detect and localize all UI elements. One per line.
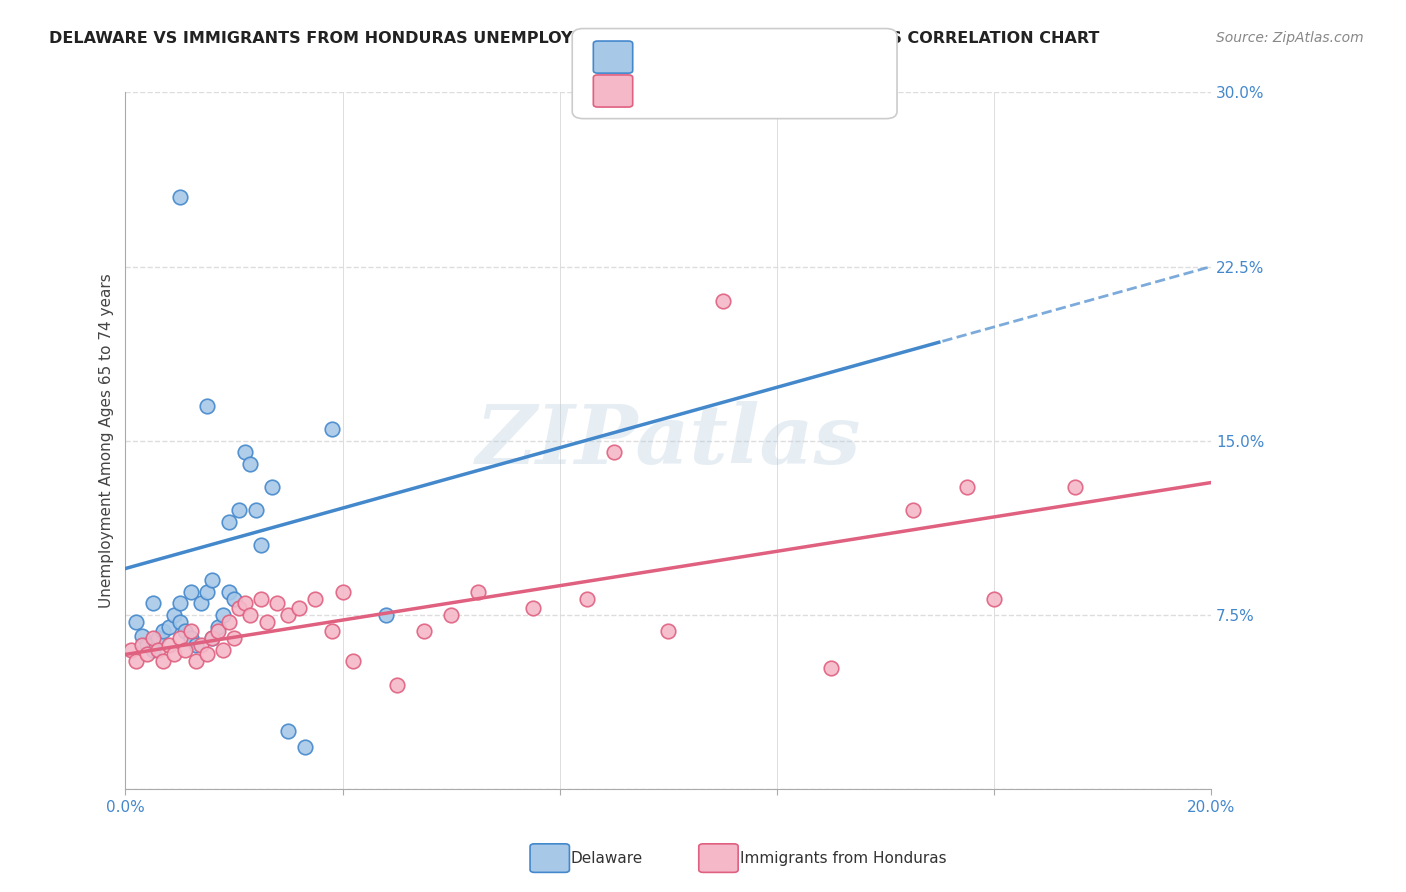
Point [245,503,267,517]
Point [131,629,153,643]
Point [136,648,159,662]
Point [250,591,273,606]
Point [174,624,197,639]
Point [201,573,224,587]
Text: DELAWARE VS IMMIGRANTS FROM HONDURAS UNEMPLOYMENT AMONG AGES 65 TO 74 YEARS CORR: DELAWARE VS IMMIGRANTS FROM HONDURAS UNE… [49,31,1099,46]
Point [184,654,207,668]
Point [1064,480,1087,494]
Text: Immigrants from Honduras: Immigrants from Honduras [740,851,946,865]
Point [277,724,299,739]
Point [575,591,598,606]
Point [201,631,224,645]
Point [195,399,218,413]
Point [190,638,212,652]
Point [657,624,679,639]
Point [820,661,842,675]
Point [184,638,207,652]
Point [277,607,299,622]
Point [125,615,148,629]
Point [142,631,165,645]
Point [304,591,326,606]
Text: R = 0.264   N = 36: R = 0.264 N = 36 [637,48,815,66]
Y-axis label: Unemployment Among Ages 65 to 74 years: Unemployment Among Ages 65 to 74 years [100,273,114,608]
Point [413,624,436,639]
Point [250,538,273,552]
Point [901,503,924,517]
Point [146,642,169,657]
Point [169,631,191,645]
Point [239,457,262,471]
Point [142,642,165,657]
Text: Delaware: Delaware [571,851,643,865]
Point [163,607,186,622]
Point [180,631,202,645]
Point [190,596,212,610]
Point [207,624,229,639]
Point [180,584,202,599]
Point [288,601,311,615]
Point [218,584,240,599]
Point [467,584,489,599]
Text: ZIPatlas: ZIPatlas [475,401,860,481]
Point [152,624,174,639]
Point [233,445,256,459]
Point [180,624,202,639]
Point [131,638,153,652]
Point [169,190,191,204]
Point [222,631,245,645]
Point [711,294,734,309]
Point [522,601,544,615]
Point [142,596,165,610]
Point [218,615,240,629]
Point [146,631,169,645]
Point [332,584,354,599]
Point [260,480,283,494]
Point [195,584,218,599]
Point [152,654,174,668]
Point [266,596,288,610]
Point [201,631,224,645]
Text: Source: ZipAtlas.com: Source: ZipAtlas.com [1216,31,1364,45]
Point [163,648,186,662]
Point [195,648,218,662]
Point [207,619,229,633]
Point [169,615,191,629]
Point [222,591,245,606]
Point [228,601,250,615]
Point [120,642,142,657]
Point [136,638,159,652]
Point [212,607,235,622]
Point [321,422,343,436]
Point [228,503,250,517]
Point [342,654,364,668]
Point [956,480,979,494]
Point [157,638,180,652]
Point [233,596,256,610]
Point [157,619,180,633]
Point [983,591,1005,606]
Point [174,642,197,657]
Point [169,596,191,610]
Point [125,654,148,668]
Point [294,740,316,755]
Point [256,615,278,629]
Point [212,642,235,657]
Point [239,607,262,622]
Point [218,515,240,529]
Text: R = 0.367   N = 46: R = 0.367 N = 46 [637,82,815,100]
Point [385,678,408,692]
Point [440,607,463,622]
Point [375,607,398,622]
Point [321,624,343,639]
Point [603,445,626,459]
